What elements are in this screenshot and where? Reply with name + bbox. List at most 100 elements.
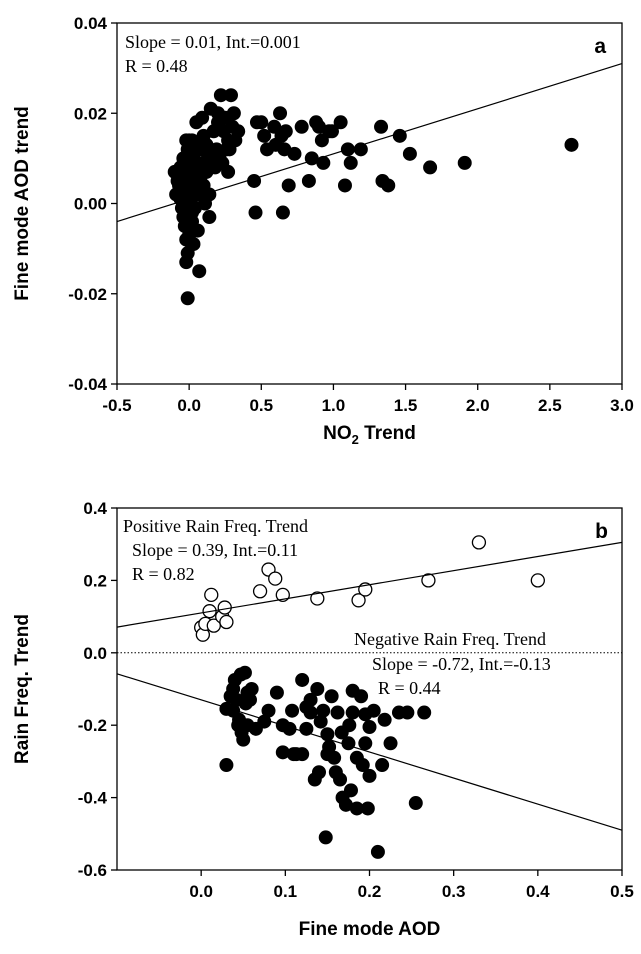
b-open-point: [204, 587, 219, 603]
b-open-point: [530, 573, 545, 588]
a-filled-point: [423, 160, 438, 175]
b-filled-point: [303, 692, 318, 707]
a-filled-point: [186, 237, 201, 252]
b-open-point: [268, 571, 283, 586]
a-filled-point: [205, 155, 220, 170]
panel-b-letter: b: [595, 520, 608, 543]
b-filled-point: [342, 718, 357, 733]
panel-b-negative-title: Negative Rain Freq. Trend: [354, 629, 546, 649]
a-x-tick-label: 1.5: [394, 396, 418, 415]
a-filled-point: [273, 106, 288, 121]
a-filled-point: [221, 164, 236, 179]
b-filled-point: [417, 705, 432, 720]
panel-a-annotation-slope: Slope = 0.01, Int.=0.001: [125, 32, 301, 52]
b-open-point: [421, 573, 436, 588]
b-filled-point: [362, 768, 377, 783]
b-filled-point: [355, 758, 370, 773]
a-x-tick-label: 3.0: [610, 396, 634, 415]
b-x-tick-label: 0.0: [189, 882, 213, 901]
a-filled-point: [248, 205, 263, 220]
a-filled-point: [294, 119, 309, 134]
b-y-tick-label: -0.6: [78, 861, 107, 880]
a-filled-point: [177, 196, 192, 211]
a-filled-point: [275, 205, 290, 220]
panel-a-x-axis-title-main: NO: [323, 423, 352, 444]
panel-a-annotation-r: R = 0.48: [125, 56, 188, 76]
b-y-tick-label: -0.2: [78, 716, 107, 735]
a-filled-point: [337, 178, 352, 193]
a-filled-point: [324, 124, 339, 139]
b-y-tick-label: 0.4: [83, 499, 107, 518]
b-filled-point: [244, 682, 259, 696]
panel-b-positive-fit-line: [116, 541, 623, 628]
b-open-point: [275, 587, 290, 603]
panel-a-points: [167, 88, 579, 306]
a-x-tick-label: 2.0: [466, 396, 490, 415]
a-filled-point: [231, 124, 246, 139]
b-filled-point: [219, 758, 234, 773]
b-filled-point: [370, 844, 385, 859]
a-filled-point: [185, 133, 200, 148]
b-filled-point: [324, 689, 339, 704]
panel-a-y-ticks: -0.04 -0.02 0.00 0.02 0.04: [68, 14, 117, 394]
panel-b-y-axis-title: Rain Freq. Trend: [12, 614, 33, 764]
a-filled-point: [190, 223, 205, 238]
b-y-tick-label: -0.4: [78, 789, 108, 808]
panel-b-negative-slope: Slope = -0.72, Int.=-0.13: [372, 654, 551, 674]
a-y-tick-label: 0.04: [74, 14, 108, 33]
b-open-point: [351, 593, 366, 608]
b-filled-point: [341, 736, 356, 751]
a-filled-point: [374, 119, 389, 134]
b-x-tick-label: 0.1: [274, 882, 298, 901]
b-filled-point: [383, 736, 398, 751]
b-open-point: [471, 535, 487, 550]
b-filled-point: [333, 772, 348, 787]
panel-a: -0.5 0.0 0.5 1.0 1.5 2.0 2.5 3.0 -0.04 -0.02 0.00…: [12, 14, 634, 447]
b-y-tick-label: 0.0: [83, 644, 107, 663]
b-open-point: [310, 591, 325, 606]
b-filled-point: [318, 830, 333, 845]
panel-b-negative-r: R = 0.44: [378, 678, 441, 698]
a-filled-point: [564, 137, 579, 152]
a-y-tick-label: -0.02: [68, 285, 107, 304]
a-y-tick-label: 0.02: [74, 104, 107, 123]
a-filled-point: [281, 178, 296, 193]
a-filled-point: [223, 88, 238, 103]
a-filled-point: [343, 155, 358, 170]
b-filled-point: [312, 765, 326, 780]
b-filled-point: [366, 703, 381, 718]
a-filled-point: [257, 128, 272, 143]
a-y-tick-label: -0.04: [68, 375, 107, 394]
a-filled-point: [173, 160, 188, 175]
a-filled-point: [195, 110, 210, 125]
a-filled-point: [185, 205, 200, 220]
b-filled-point: [330, 705, 345, 720]
b-filled-point: [377, 712, 392, 727]
panel-b-points: [194, 535, 545, 859]
panel-b-positive-slope: Slope = 0.39, Int.=0.11: [132, 540, 298, 560]
b-filled-point: [343, 783, 358, 798]
b-x-tick-label: 0.2: [358, 882, 382, 901]
b-x-tick-label: 0.5: [610, 882, 634, 901]
a-filled-point: [180, 291, 195, 306]
b-filled-point: [354, 689, 369, 704]
panel-b: 0.0 0.1 0.2 0.3 0.4 0.5 -0.6 -0.4 -0.2 0.0 0.2 0.4…: [12, 499, 634, 940]
panel-a-fit-line: [116, 63, 623, 223]
b-filled-point: [345, 705, 360, 720]
b-open-point: [217, 600, 232, 615]
a-y-tick-label: 0.00: [74, 195, 107, 214]
b-filled-point: [408, 796, 423, 811]
a-filled-point: [202, 210, 217, 225]
panel-a-x-axis-title: NO2 Trend: [323, 423, 416, 447]
a-filled-point: [247, 173, 262, 188]
a-filled-point: [254, 115, 269, 130]
b-filled-point: [316, 703, 331, 718]
a-x-tick-label: -0.5: [102, 396, 131, 415]
a-x-tick-label: 1.0: [322, 396, 346, 415]
a-filled-point: [287, 146, 302, 161]
b-filled-point: [362, 720, 377, 735]
b-filled-point: [358, 736, 373, 751]
b-open-point: [219, 614, 234, 630]
panel-a-x-axis-title-suffix: Trend: [359, 423, 416, 444]
b-filled-point: [375, 758, 390, 773]
